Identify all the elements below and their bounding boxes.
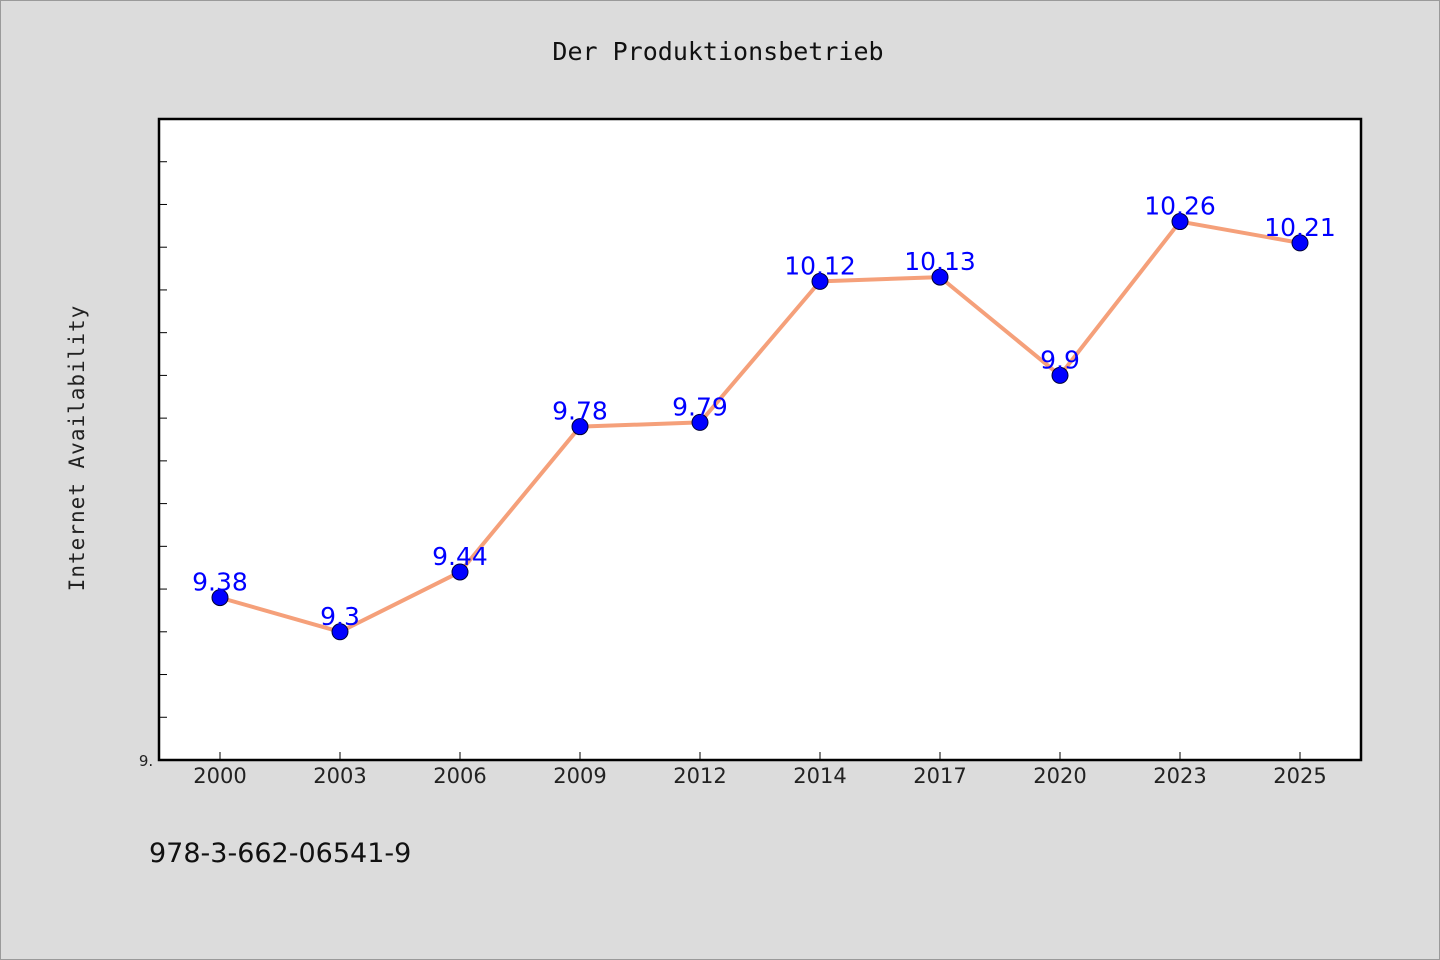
data-label: 9.38: [192, 568, 248, 597]
data-point: [931, 268, 949, 286]
data-label: 9.44: [432, 542, 488, 571]
chart-title: Der Produktionsbetrieb: [552, 37, 883, 66]
x-tick-label: 2009: [553, 764, 606, 788]
data-label: 9.3: [320, 602, 360, 631]
y-tick-label: 9.: [139, 752, 153, 770]
data-point: [331, 623, 349, 641]
series-line: [219, 219, 1301, 634]
x-tick-label: 2003: [313, 764, 366, 788]
data-label: 10.13: [904, 247, 976, 276]
footer-code: 978-3-662-06541-9: [149, 838, 411, 869]
x-tick-label: 2012: [673, 764, 726, 788]
x-axis-ticks: [219, 752, 1301, 760]
x-axis-tick-labels: 2000 2003 2006 2009 2012 2014 2017 2020 2023 2025: [193, 764, 1326, 788]
x-tick-label: 2017: [913, 764, 966, 788]
data-point: [451, 563, 469, 581]
data-label: 9.78: [552, 397, 608, 426]
x-tick-label: 2006: [433, 764, 486, 788]
plot-area: [157, 117, 1363, 762]
data-label: 10.12: [784, 251, 856, 280]
data-point: [1291, 234, 1309, 252]
data-label: 10.26: [1144, 192, 1216, 221]
data-point: [1051, 366, 1069, 384]
y-axis-ticks: [159, 161, 167, 718]
x-tick-label: 2000: [193, 764, 246, 788]
x-tick-label: 2023: [1153, 764, 1206, 788]
data-label: 10.21: [1264, 213, 1336, 242]
data-label: 9.79: [672, 392, 728, 421]
data-point: [811, 272, 829, 290]
x-tick-label: 2025: [1273, 764, 1326, 788]
x-tick-label: 2020: [1033, 764, 1086, 788]
data-markers: [211, 213, 1309, 641]
x-tick-label: 2014: [793, 764, 846, 788]
data-point: [211, 589, 229, 607]
y-axis-label: Internet Availability: [65, 305, 89, 592]
data-point: [571, 418, 589, 436]
data-point: [1171, 213, 1189, 231]
data-label: 9.9: [1040, 345, 1080, 374]
data-labels: 9.38 9.3 9.44 9.78 9.79 10.12 10.13 9.9 10.26 10.…: [192, 192, 1336, 631]
data-point: [691, 413, 709, 431]
